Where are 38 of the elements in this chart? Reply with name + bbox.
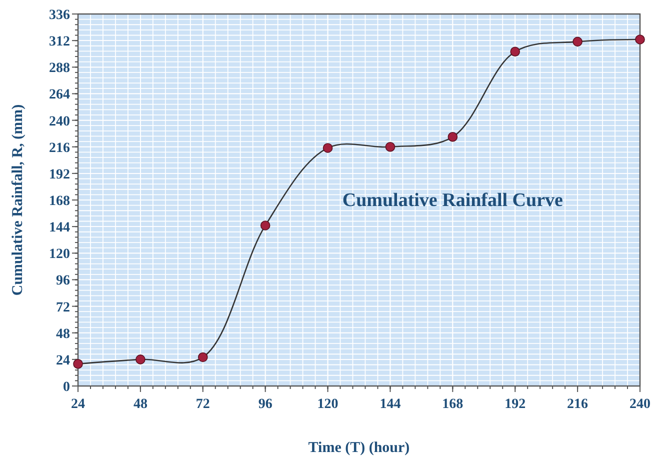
y-tick-label: 288 <box>49 61 70 76</box>
point <box>448 132 458 142</box>
x-tick-label: 24 <box>71 397 85 412</box>
point <box>73 358 83 369</box>
x-tick-label: 216 <box>567 397 588 412</box>
y-tick-label: 144 <box>49 220 70 236</box>
y-tick-label: 336 <box>49 8 70 23</box>
x-tick-label: 192 <box>504 397 526 412</box>
point <box>260 220 270 230</box>
x-tick-label: 96 <box>258 397 272 412</box>
y-tick-label: 312 <box>49 34 70 50</box>
point <box>572 36 582 47</box>
x-tick-label: 120 <box>317 397 338 412</box>
y-tick-label: 0 <box>63 380 70 395</box>
point <box>635 34 645 44</box>
point <box>510 46 520 57</box>
x-tick-label: 72 <box>196 397 210 412</box>
y-tick-label: 192 <box>49 167 70 182</box>
text: Cumulative Rainfall Curve <box>342 190 563 211</box>
point <box>136 354 146 364</box>
y-tick-label: 72 <box>56 300 70 316</box>
x-tick-label: 144 <box>380 397 401 412</box>
y-tick-label: 120 <box>49 247 70 262</box>
y-axis-title: Cumulative Rainfall, R, (mm) <box>10 104 26 296</box>
y-tick-label: 24 <box>56 353 70 368</box>
x-tick-label: 240 <box>630 397 650 412</box>
y-tick-label: 264 <box>49 88 70 103</box>
point <box>198 352 208 362</box>
y-tick-label: 240 <box>49 114 70 130</box>
y-tick-label: 96 <box>56 274 70 289</box>
point <box>322 143 333 153</box>
x-tick-label: 48 <box>133 397 148 412</box>
y-tick-label: 216 <box>49 140 70 156</box>
x-tick-label: 168 <box>442 397 464 412</box>
y-tick-label: 168 <box>49 194 70 209</box>
point <box>385 142 396 152</box>
x-axis-title: Time (T) (hour) <box>308 440 410 456</box>
y-tick-label: 48 <box>56 326 70 342</box>
